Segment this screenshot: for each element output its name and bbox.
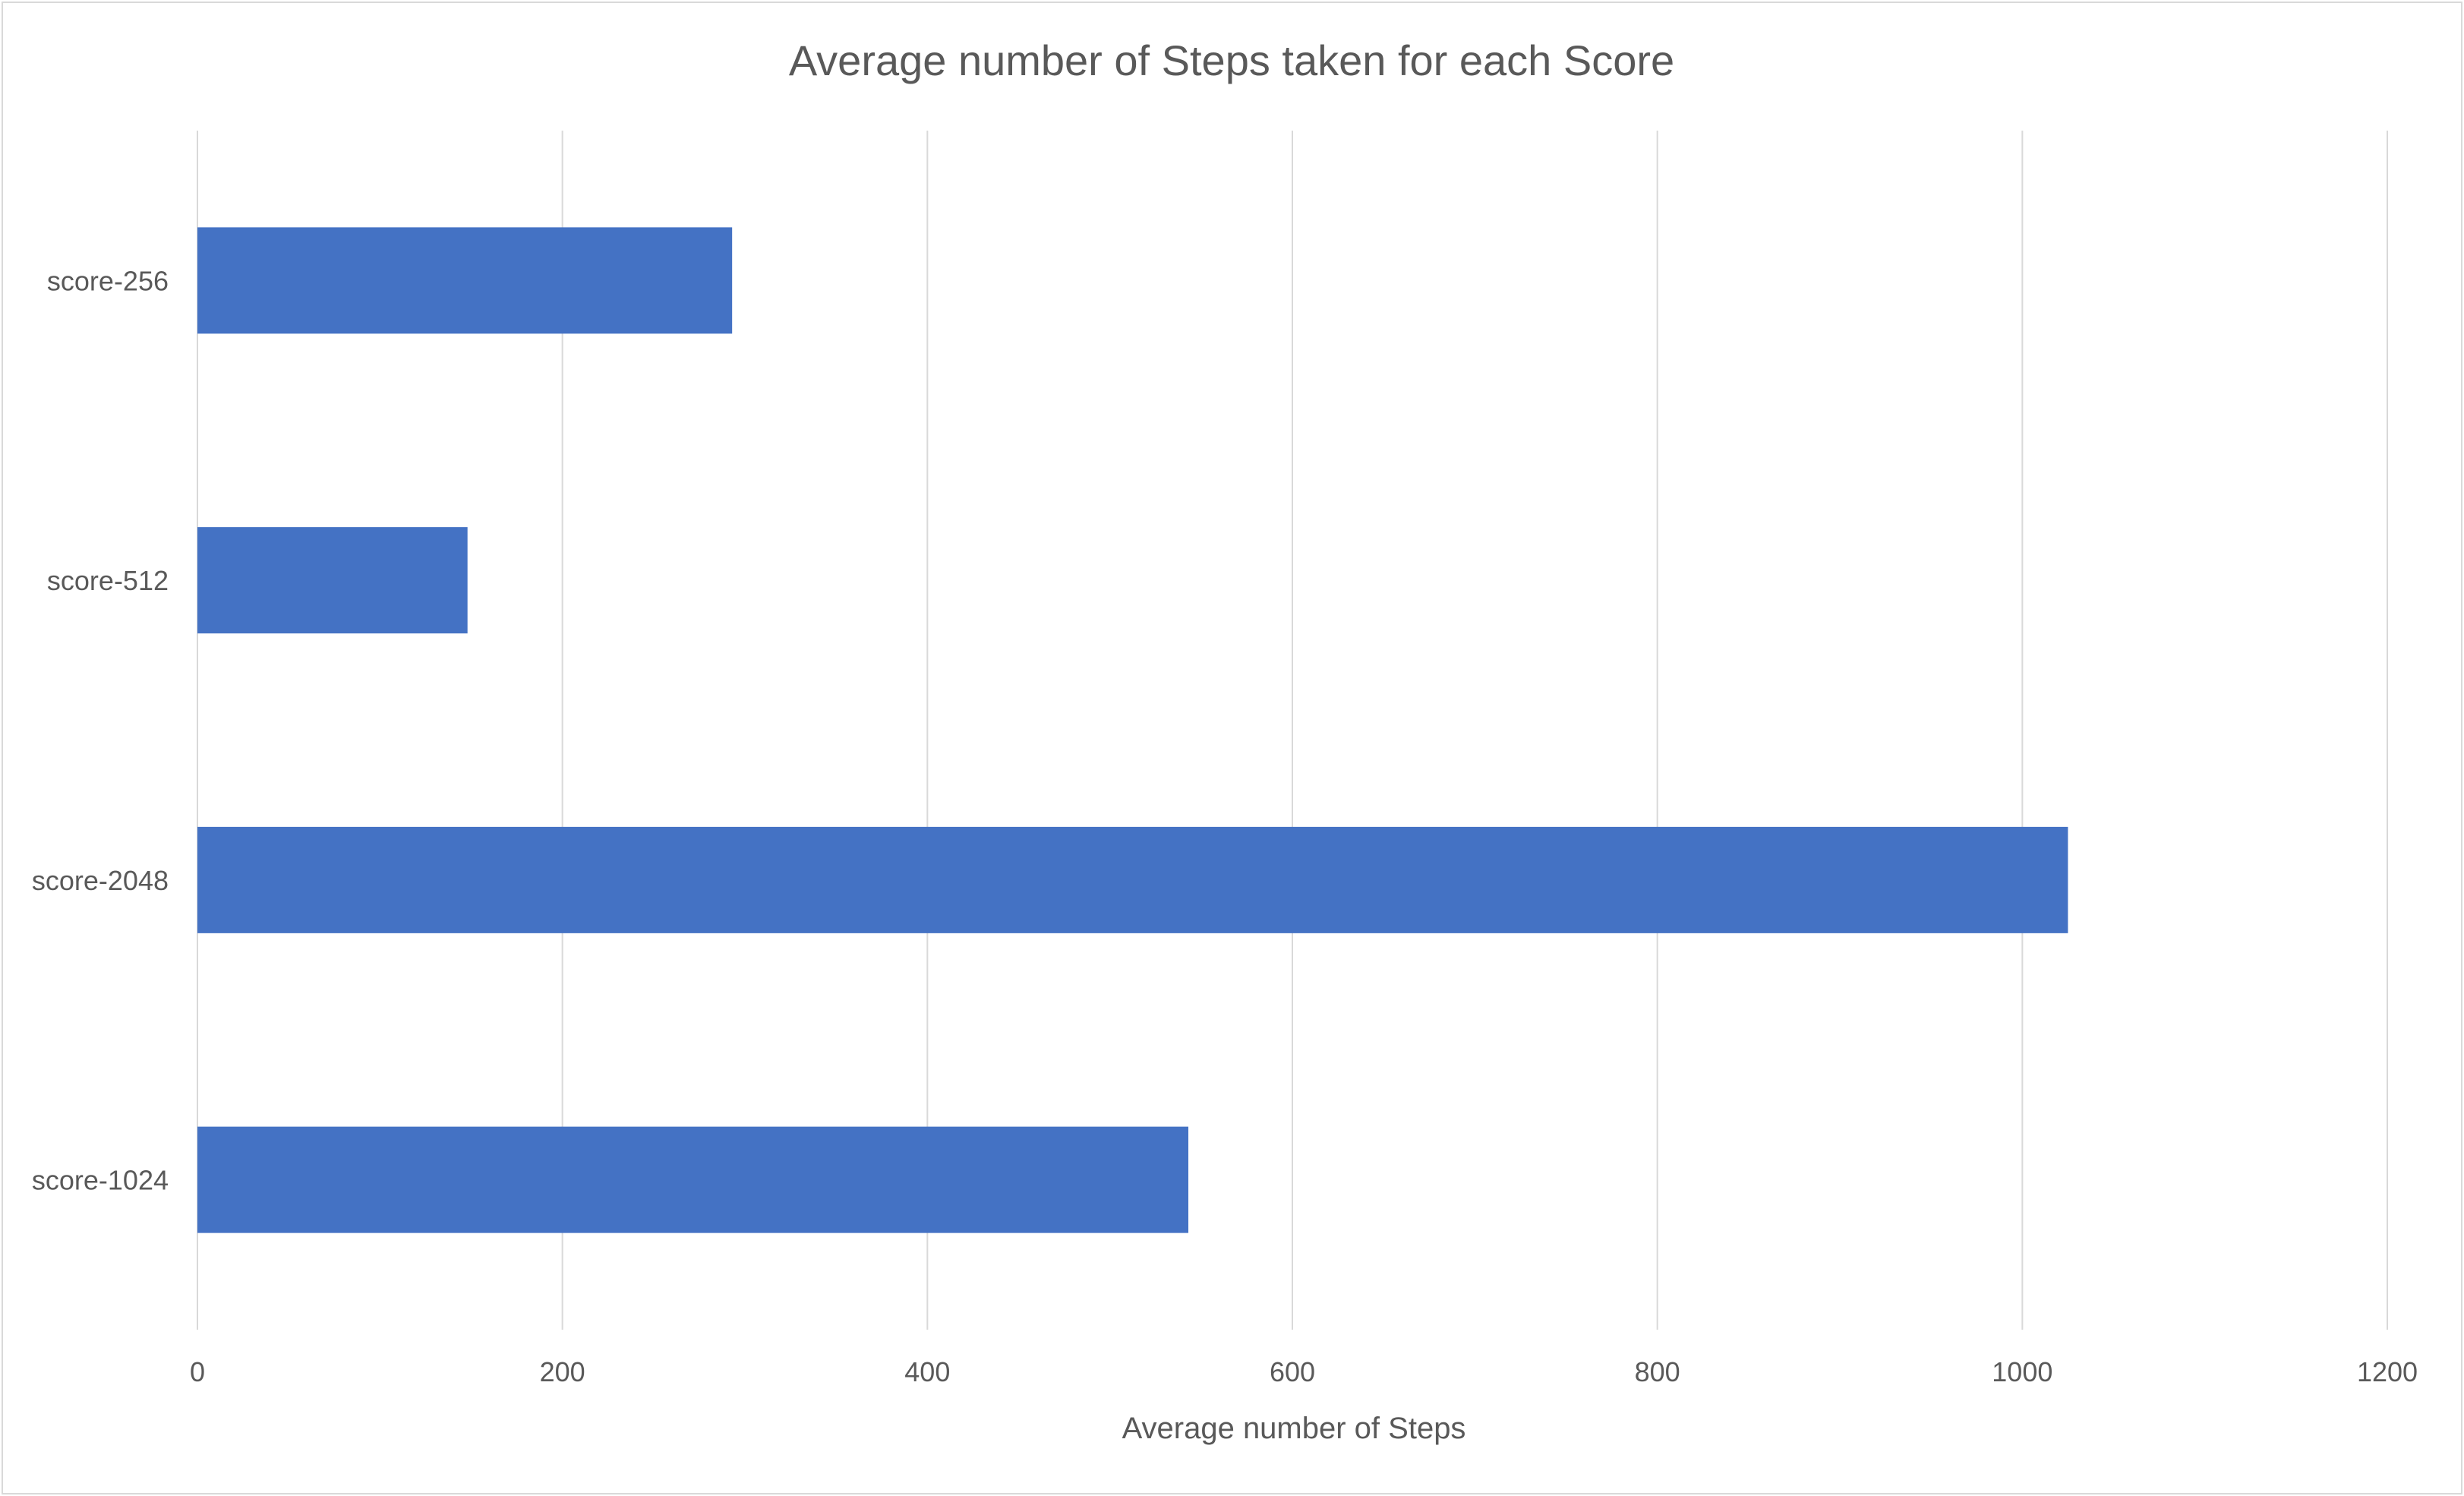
chart-svg: Average number of Steps taken for each S… (32, 36, 2418, 1445)
y-tick-label: score-1024 (32, 1165, 169, 1196)
bar-score-1024 (197, 1126, 1189, 1233)
y-tick-labels: score-256 score-512 score-2048 score-1024 (32, 265, 169, 1195)
x-tick-label: 600 (1270, 1356, 1315, 1387)
bars (197, 227, 2068, 1233)
chart-title: Average number of Steps taken for each S… (789, 36, 1674, 84)
x-tick-label: 1200 (2357, 1356, 2418, 1387)
y-tick-label: score-256 (47, 265, 169, 296)
y-tick-label: score-2048 (32, 865, 169, 896)
x-tick-label: 1000 (1992, 1356, 2052, 1387)
bar-score-512 (197, 527, 468, 634)
x-tick-label: 400 (904, 1356, 950, 1387)
x-tick-labels: 0 200 400 600 800 1000 1200 (190, 1356, 2418, 1387)
bar-score-2048 (197, 826, 2068, 933)
bar-score-256 (197, 227, 733, 334)
x-tick-label: 0 (190, 1356, 205, 1387)
x-tick-label: 800 (1635, 1356, 1680, 1387)
y-tick-label: score-512 (47, 565, 169, 596)
x-tick-label: 200 (540, 1356, 585, 1387)
x-axis-title: Average number of Steps (1122, 1412, 1466, 1445)
